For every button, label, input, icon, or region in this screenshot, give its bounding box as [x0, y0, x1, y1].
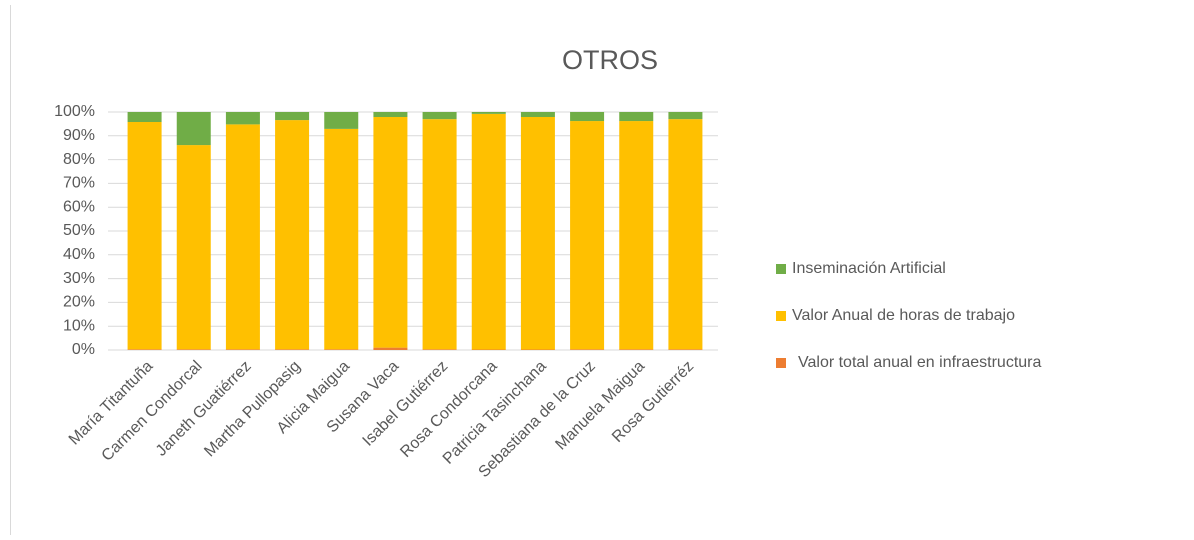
bar-segment: [373, 112, 408, 117]
bar-segment: [225, 112, 260, 125]
bar-segment: [275, 349, 310, 350]
bar-segment: [127, 121, 162, 350]
legend-swatch: [776, 264, 786, 274]
legend-swatch: [776, 311, 786, 321]
y-tick-label: 100%: [54, 103, 95, 120]
bar-segment: [619, 349, 654, 350]
y-tick-label: 80%: [63, 151, 95, 168]
bar-segment: [127, 349, 162, 350]
bar-segment: [570, 121, 605, 350]
bar-segment: [668, 112, 703, 120]
bar-segment: [324, 349, 359, 350]
bar-segment: [422, 119, 457, 350]
bar-segment: [324, 112, 359, 129]
bar-segment: [225, 349, 260, 350]
y-tick-label: 70%: [63, 175, 95, 192]
bar-segment: [422, 112, 457, 120]
bar-segment: [275, 112, 310, 121]
legend-label: Inseminación Artificial: [792, 260, 946, 277]
y-tick-label: 20%: [63, 294, 95, 311]
bar-segment: [176, 349, 211, 350]
y-tick-label: 50%: [63, 222, 95, 239]
bar-segment: [570, 349, 605, 350]
bar-segment: [176, 145, 211, 350]
bar-segment: [471, 112, 506, 114]
x-tick-label: Janeth Guatiérrez: [153, 358, 255, 460]
legend-label: Valor total anual en infraestructura: [798, 354, 1042, 371]
bar-segment: [127, 112, 162, 122]
bar-segment: [520, 112, 555, 117]
bar-segment: [520, 116, 555, 350]
bar-segment: [225, 124, 260, 350]
bar-segment: [176, 112, 211, 146]
bar-segment: [619, 112, 654, 122]
x-tick-label: Manuela Maigua: [552, 358, 648, 454]
x-tick-label: María Titantuña: [66, 358, 157, 449]
y-tick-label: 0%: [72, 341, 95, 358]
bar-segment: [668, 349, 703, 350]
y-tick-label: 10%: [63, 317, 95, 334]
bar-segment: [668, 119, 703, 350]
legend-swatch: [776, 358, 786, 368]
y-tick-label: 40%: [63, 246, 95, 263]
bar-segment: [275, 120, 310, 350]
bar-segment: [619, 121, 654, 350]
y-tick-label: 30%: [63, 270, 95, 287]
bar-segment: [422, 349, 457, 350]
bar-segment: [471, 113, 506, 350]
y-tick-label: 90%: [63, 127, 95, 144]
legend-label: Valor Anual de horas de trabajo: [792, 307, 1015, 324]
y-tick-label: 60%: [63, 198, 95, 215]
chart-title: OTROS: [562, 45, 658, 75]
bar-segment: [324, 128, 359, 350]
bar-segment: [570, 112, 605, 122]
bar-segment: [373, 347, 408, 350]
x-tick-label: Isabel Gutiérrez: [360, 358, 452, 450]
bar-segment: [373, 116, 408, 348]
